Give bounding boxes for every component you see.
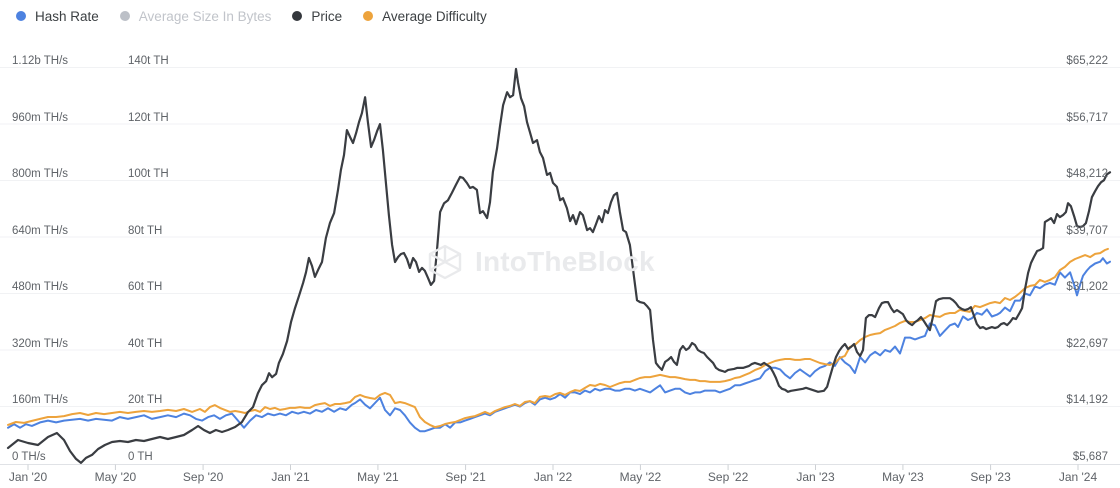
legend-label: Price — [311, 8, 343, 24]
y-label-price: $65,222 — [1066, 55, 1108, 67]
y-label-size: 40t TH — [128, 337, 163, 350]
x-label: Sep '23 — [970, 470, 1011, 484]
legend-dot-price — [292, 11, 303, 21]
y-label-hash-rate: 1.12b TH/s — [12, 55, 69, 67]
series-line-price — [6, 67, 1112, 464]
y-label-price: $14,192 — [1066, 394, 1108, 406]
x-label: Jan '20 — [8, 470, 48, 484]
legend-dot-hash-rate — [16, 11, 26, 21]
x-label: Jan '22 — [533, 470, 573, 484]
legend-label: Hash Rate — [35, 8, 99, 24]
x-label: May '23 — [882, 470, 924, 484]
y-label-hash-rate: 480m TH/s — [12, 281, 69, 293]
legend: Hash Rate Average Size In Bytes Price Avera… — [16, 7, 487, 25]
legend-dot-average-difficulty — [363, 11, 374, 21]
y-label-price: $56,717 — [1066, 111, 1108, 124]
y-label-price: $22,697 — [1066, 337, 1108, 350]
legend-item-average-size-in-bytes[interactable]: Average Size In Bytes — [119, 8, 272, 24]
y-label-size: 140t TH — [128, 55, 169, 67]
y-label-hash-rate: 320m TH/s — [12, 337, 69, 350]
x-label: May '20 — [94, 470, 137, 484]
y-label-price: $39,707 — [1066, 224, 1108, 237]
x-label: Sep '21 — [445, 470, 486, 484]
series-line-hash-rate — [7, 257, 1111, 433]
y-label-size: 0 TH — [128, 450, 153, 463]
y-label-hash-rate: 640m TH/s — [12, 224, 69, 237]
y-label-hash-rate: 0 TH/s — [12, 450, 46, 463]
legend-item-average-difficulty[interactable]: Average Difficulty — [363, 9, 487, 24]
legend-item-hash-rate[interactable]: Hash Rate — [16, 9, 99, 24]
legend-item-price[interactable]: Price — [292, 9, 342, 24]
y-label-hash-rate: 800m TH/s — [12, 168, 69, 180]
x-label: Jan '24 — [1058, 470, 1098, 484]
x-label: Jan '23 — [796, 470, 835, 484]
legend-label: Average Size In Bytes — [138, 8, 272, 24]
y-label-price: $31,202 — [1066, 281, 1108, 293]
x-label: Sep '22 — [707, 470, 749, 484]
x-label: Sep '20 — [182, 470, 224, 484]
y-label-size: 60t TH — [128, 281, 163, 293]
y-label-price: $5,687 — [1072, 450, 1108, 463]
legend-label: Average Difficulty — [382, 8, 487, 24]
series-line-average-difficulty — [7, 247, 1109, 429]
y-label-hash-rate: 960m TH/s — [12, 111, 69, 124]
x-label: May '21 — [357, 470, 399, 484]
y-label-price: $48,212 — [1066, 168, 1108, 180]
y-label-size: 20t TH — [128, 394, 163, 406]
y-label-size: 100t TH — [128, 168, 169, 180]
x-label: Jan '21 — [271, 470, 310, 484]
y-label-hash-rate: 160m TH/s — [12, 394, 69, 406]
x-label: May '22 — [619, 470, 662, 484]
y-label-size: 120t TH — [128, 111, 169, 124]
legend-dot-average-size-in-bytes — [119, 11, 130, 21]
y-label-size: 80t TH — [128, 224, 163, 237]
